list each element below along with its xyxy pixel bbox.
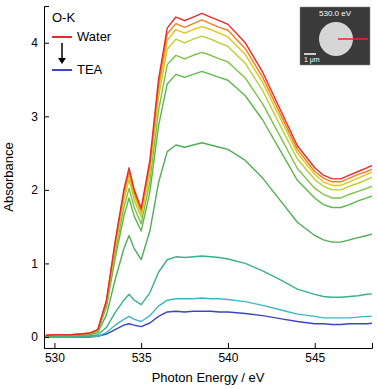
x-tick-mark xyxy=(141,343,142,348)
y-tick: 3 xyxy=(31,110,49,124)
inset-label: 530.0 eV xyxy=(319,9,352,18)
y-tick-mark xyxy=(44,190,49,191)
y-tick: 0 xyxy=(31,330,49,344)
x-tick-label: 545 xyxy=(305,351,325,365)
inset-scale-bar xyxy=(304,53,316,55)
y-tick: 4 xyxy=(31,36,49,50)
x-axis-title: Photon Energy / eV xyxy=(152,370,265,385)
legend-swatch xyxy=(52,36,72,38)
chart: 530 535 540 545 0 1 2 3 4 Photon Energy / eV Absor… xyxy=(0,0,378,389)
spectrum-line xyxy=(46,27,372,336)
legend: O-KWater TEA xyxy=(52,10,112,77)
x-tick-label: 530 xyxy=(45,351,65,365)
x-tick: 530 xyxy=(45,343,65,365)
spectrum-line xyxy=(46,71,372,335)
x-tick: 540 xyxy=(218,343,238,365)
inset-image: 530.0 eV 1 μm xyxy=(300,7,370,65)
y-axis: 0 1 2 3 4 xyxy=(31,7,49,349)
y-tick-label: 4 xyxy=(31,36,38,50)
spectrum-line xyxy=(46,143,372,336)
legend-swatch xyxy=(52,69,72,71)
legend-arrow-head xyxy=(58,58,66,64)
y-tick-mark xyxy=(44,116,49,117)
y-tick-mark xyxy=(44,337,49,338)
x-axis-line xyxy=(45,343,373,349)
x-axis: 530 535 540 545 xyxy=(45,343,373,365)
y-tick-mark xyxy=(44,43,49,44)
y-tick-label: 3 xyxy=(31,110,38,124)
x-tick-label: 535 xyxy=(132,351,152,365)
y-tick-label: 0 xyxy=(31,330,38,344)
y-axis-title: Absorbance xyxy=(1,142,16,211)
legend-label: Water xyxy=(77,29,112,44)
y-tick-mark xyxy=(44,263,49,264)
y-tick: 2 xyxy=(31,183,49,197)
y-tick-label: 2 xyxy=(31,183,38,197)
legend-arrow xyxy=(61,43,63,60)
inset-scan-line xyxy=(338,38,368,40)
y-axis-line xyxy=(45,7,50,349)
spectrum-line xyxy=(46,256,372,336)
x-tick-label: 540 xyxy=(218,351,238,365)
inset-scale-label: 1 μm xyxy=(304,56,320,64)
x-tick-mark xyxy=(228,343,229,348)
x-tick: 535 xyxy=(132,343,152,365)
spectrum-line xyxy=(46,36,372,335)
x-tick-mark xyxy=(315,343,316,348)
x-tick-mark xyxy=(54,343,55,348)
legend-title: O-K xyxy=(52,10,75,25)
spectrum-line xyxy=(46,52,372,335)
y-tick: 1 xyxy=(31,257,49,271)
spectrum-line xyxy=(46,20,372,336)
x-tick: 545 xyxy=(305,343,325,365)
inset-background xyxy=(300,7,370,65)
y-tick-label: 1 xyxy=(31,257,38,271)
legend-label: TEA xyxy=(77,62,103,77)
